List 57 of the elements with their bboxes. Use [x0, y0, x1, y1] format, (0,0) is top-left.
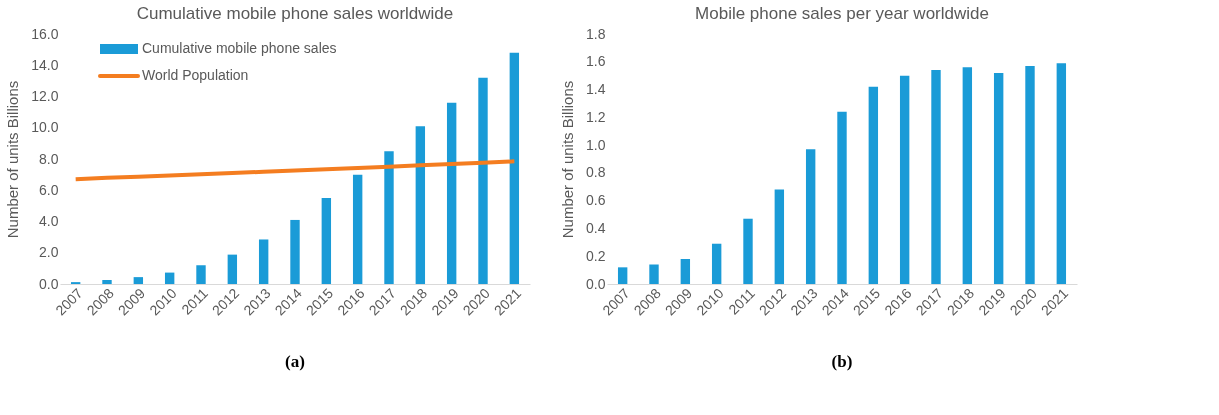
y-tick-label: 12.0 — [31, 88, 59, 104]
y-tick-label: 4.0 — [39, 213, 59, 229]
text: (b) — [831, 352, 853, 371]
bar — [164, 272, 175, 284]
y-tick-label: 0.2 — [586, 247, 606, 264]
y-tick-label: 1.6 — [586, 53, 606, 70]
bar — [227, 254, 238, 284]
bar — [617, 267, 628, 284]
bar — [774, 189, 785, 284]
bar — [1025, 65, 1035, 284]
bar — [290, 219, 300, 284]
bar — [805, 149, 816, 284]
y-tick-label: 14.0 — [31, 56, 59, 73]
y-tick-label: 0.8 — [586, 164, 606, 181]
bar — [680, 259, 691, 284]
bar — [711, 243, 722, 284]
bar — [196, 265, 206, 284]
y-tick-label: 0.0 — [39, 275, 59, 292]
bar — [415, 126, 426, 284]
y-tick-label: 6.0 — [39, 181, 59, 198]
bar — [931, 70, 941, 284]
y-tick-label: 0.0 — [586, 275, 606, 292]
bar — [321, 198, 332, 284]
bar — [837, 111, 847, 284]
legend-label: Cumulative mobile phone sales — [142, 40, 337, 56]
bar — [384, 151, 394, 284]
bar — [258, 239, 269, 284]
y-tick-label: 10.0 — [31, 119, 59, 136]
legend-label: World Population — [142, 67, 249, 83]
y-tick-label: 1.0 — [586, 136, 606, 153]
bar — [649, 264, 659, 284]
y-tick-label: 16.0 — [31, 25, 59, 42]
y-tick-label: 1.8 — [586, 25, 606, 42]
bar — [509, 52, 520, 284]
y-tick-label: 0.4 — [586, 219, 606, 236]
y-axis-title: Number of units Billions — [559, 80, 577, 239]
y-axis-title: Number of units Billions — [4, 80, 22, 239]
y-tick-label: 0.6 — [586, 192, 606, 209]
bar — [102, 279, 112, 284]
y-tick-label: 1.2 — [586, 108, 606, 125]
bar — [133, 277, 144, 284]
chart-title: Cumulative mobile phone sales worldwide — [136, 4, 454, 23]
bar — [899, 75, 910, 284]
bar — [446, 102, 457, 284]
line-series — [73, 159, 517, 182]
bar — [743, 218, 753, 284]
bar — [993, 72, 1004, 284]
y-tick-label: 8.0 — [39, 150, 59, 167]
bar — [478, 77, 488, 284]
bar — [1056, 63, 1067, 284]
y-tick-label: 1.4 — [586, 81, 606, 98]
bar — [352, 174, 363, 284]
text: (a) — [285, 352, 305, 371]
y-tick-label: 2.0 — [39, 244, 59, 261]
chart-title: Mobile phone sales per year worldwide — [695, 4, 989, 23]
bar — [962, 67, 973, 284]
bar — [868, 86, 879, 284]
